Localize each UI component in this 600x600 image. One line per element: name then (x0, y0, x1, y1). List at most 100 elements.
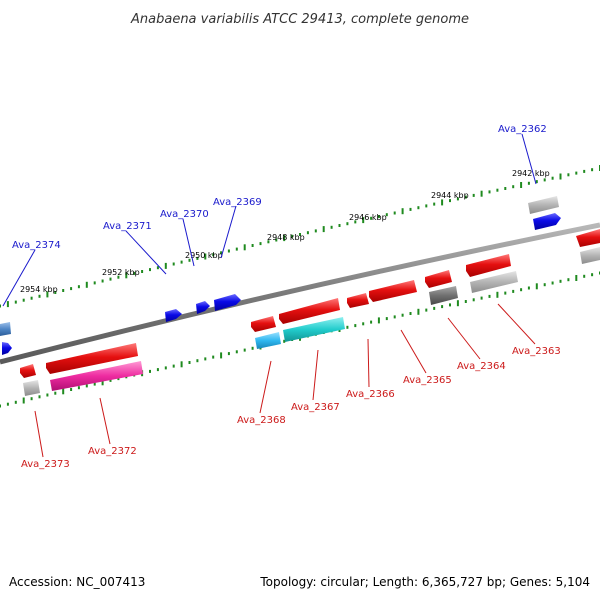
leader-Ava_2369 (220, 205, 237, 259)
gene-label-Ava_2371[interactable]: Ava_2371 (103, 221, 152, 232)
reverse-strand-tick (456, 300, 459, 307)
forward-strand-tick (125, 272, 128, 279)
gene-label-Ava_2372[interactable]: Ava_2372 (88, 446, 137, 457)
gene-label-Ava_2367[interactable]: Ava_2367 (291, 402, 340, 413)
forward-strand-tick (46, 291, 49, 298)
gene-Ava_2363b-arrow[interactable] (576, 229, 600, 247)
forward-strand-tick (180, 260, 183, 264)
reverse-strand-tick (180, 361, 183, 368)
gene-Ava_2368-ortholog-bar[interactable] (255, 332, 281, 349)
gene-Ava_2371-arrow[interactable] (165, 309, 182, 322)
kbp-label-2946: 2946 kbp (349, 213, 387, 222)
gene-Ava_2372-ortholog-bar[interactable] (50, 361, 143, 391)
reverse-strand-tick (204, 357, 207, 361)
reverse-strand-tick (393, 315, 396, 319)
reverse-strand-tick (251, 346, 254, 350)
forward-strand-tick (85, 281, 88, 288)
leader-Ava_2372 (99, 397, 111, 445)
reverse-strand-tick (441, 305, 444, 309)
forward-strand-tick (472, 193, 475, 197)
reverse-gene-labels: Ava_2363 Ava_2364 Ava_2365 Ava_2366 Ava_… (21, 346, 561, 470)
reverse-strand-tick (101, 379, 104, 386)
gene-Ava_2370-arrow[interactable] (196, 301, 210, 314)
forward-strand-tick (535, 180, 538, 184)
gene-Ava_2373-ortholog-bar[interactable] (23, 380, 40, 396)
reverse-strand-tick (188, 361, 191, 364)
gene-label-Ava_2366[interactable]: Ava_2366 (346, 389, 395, 400)
reverse-strand-tick (14, 400, 17, 404)
gene-Ava_2372-arrow[interactable] (46, 343, 138, 374)
accession-text: Accession: NC_007413 (9, 575, 145, 589)
forward-strand-tick (401, 208, 404, 215)
gene-label-Ava_2362[interactable]: Ava_2362 (498, 124, 547, 135)
gene-Ava_2363-ortholog-bar[interactable] (470, 271, 518, 293)
forward-strand-tick (559, 173, 562, 180)
gene-Ava_2368-arrow[interactable] (251, 316, 276, 332)
gene-Ava_2366-arrow[interactable] (347, 293, 369, 308)
reverse-strand-tick (527, 286, 530, 290)
gene-Ava_2363b-ortholog-bar[interactable] (580, 247, 600, 264)
reverse-strand-tick (346, 325, 349, 329)
kbp-label-2942: 2942 kbp (512, 169, 550, 178)
reverse-strand-tick (54, 391, 57, 395)
gene-label-Ava_2364[interactable]: Ava_2364 (457, 361, 506, 372)
kbp-label-2952: 2952 kbp (102, 268, 140, 277)
reverse-strand-tick (567, 278, 570, 282)
gene-Ava_2367-arrow[interactable] (279, 298, 340, 324)
forward-strand-tick (38, 294, 41, 298)
kbp-scale-labels: 2942 kbp 2944 kbp 2946 kbp 2948 kbp 2950… (20, 169, 550, 294)
forward-strand-tick (227, 249, 230, 253)
reverse-strand-tick (6, 402, 9, 406)
reverse-strand-tick (417, 308, 420, 315)
gene-Ava_2369-arrow[interactable] (214, 294, 241, 311)
gene-label-Ava_2370[interactable]: Ava_2370 (160, 209, 209, 220)
gene-Ava_2364-arrow[interactable] (425, 270, 452, 288)
forward-strand-tick (93, 281, 96, 285)
gene-Ava_2364-ortholog-bar[interactable] (429, 286, 458, 305)
forward-strand-tick (322, 226, 325, 233)
kbp-label-2954: 2954 kbp (20, 285, 58, 294)
gene-Ava_2362-arrow[interactable] (533, 213, 561, 230)
reverse-strand-tick (591, 273, 594, 277)
reverse-strand-tick (156, 368, 159, 372)
reverse-strand-tick (354, 324, 357, 328)
gene-label-Ava_2374[interactable]: Ava_2374 (12, 240, 61, 251)
reverse-strand-tick (243, 348, 246, 352)
forward-strand-tick (456, 197, 459, 201)
reverse-strand-tick (46, 393, 49, 397)
forward-strand-tick (172, 262, 175, 266)
gene-Ava_2373-arrow[interactable] (20, 364, 36, 378)
gene-Ava_2365-arrow[interactable] (369, 280, 417, 302)
reverse-strand-tick (0, 404, 1, 408)
forward-strand-tick (30, 296, 33, 300)
map-title: Anabaena variabilis ATCC 29413, complete… (130, 12, 469, 27)
gene-label-Ava_2363[interactable]: Ava_2363 (512, 346, 561, 357)
gene-Ava_2367-ortholog-bar[interactable] (283, 317, 345, 342)
reverse-strand-tick (504, 291, 507, 295)
reverse-strand-tick (480, 296, 483, 300)
reverse-gene-features (20, 229, 600, 396)
leader-Ava_2362 (521, 133, 537, 185)
forward-strand-tick (488, 190, 491, 194)
reverse-strand-tick (172, 364, 175, 368)
forward-strand-tick (496, 188, 499, 192)
gene-label-Ava_2368[interactable]: Ava_2368 (237, 415, 286, 426)
forward-gene-features (0, 196, 561, 355)
forward-strand-tick (267, 240, 270, 244)
forward-strand-tick (464, 195, 467, 199)
gene-Ava_2374-ortholog-bar[interactable] (0, 322, 11, 336)
gene-Ava_2363-arrow[interactable] (466, 254, 511, 277)
leader-Ava_2364 (447, 317, 481, 360)
gene-label-Ava_2373[interactable]: Ava_2373 (21, 459, 70, 470)
forward-strand-tick (70, 287, 73, 291)
forward-strand-tick (243, 244, 246, 251)
reverse-strand-tick (559, 279, 562, 283)
forward-strand-tick (188, 258, 191, 262)
reverse-strand-tick (583, 274, 586, 278)
gene-label-Ava_2365[interactable]: Ava_2365 (403, 375, 452, 386)
gene-Ava_2362-ortholog-bar[interactable] (528, 196, 559, 214)
gene-Ava_2374-arrow[interactable] (2, 342, 12, 355)
gene-label-Ava_2369[interactable]: Ava_2369 (213, 197, 262, 208)
reverse-strand-tick (77, 386, 80, 390)
